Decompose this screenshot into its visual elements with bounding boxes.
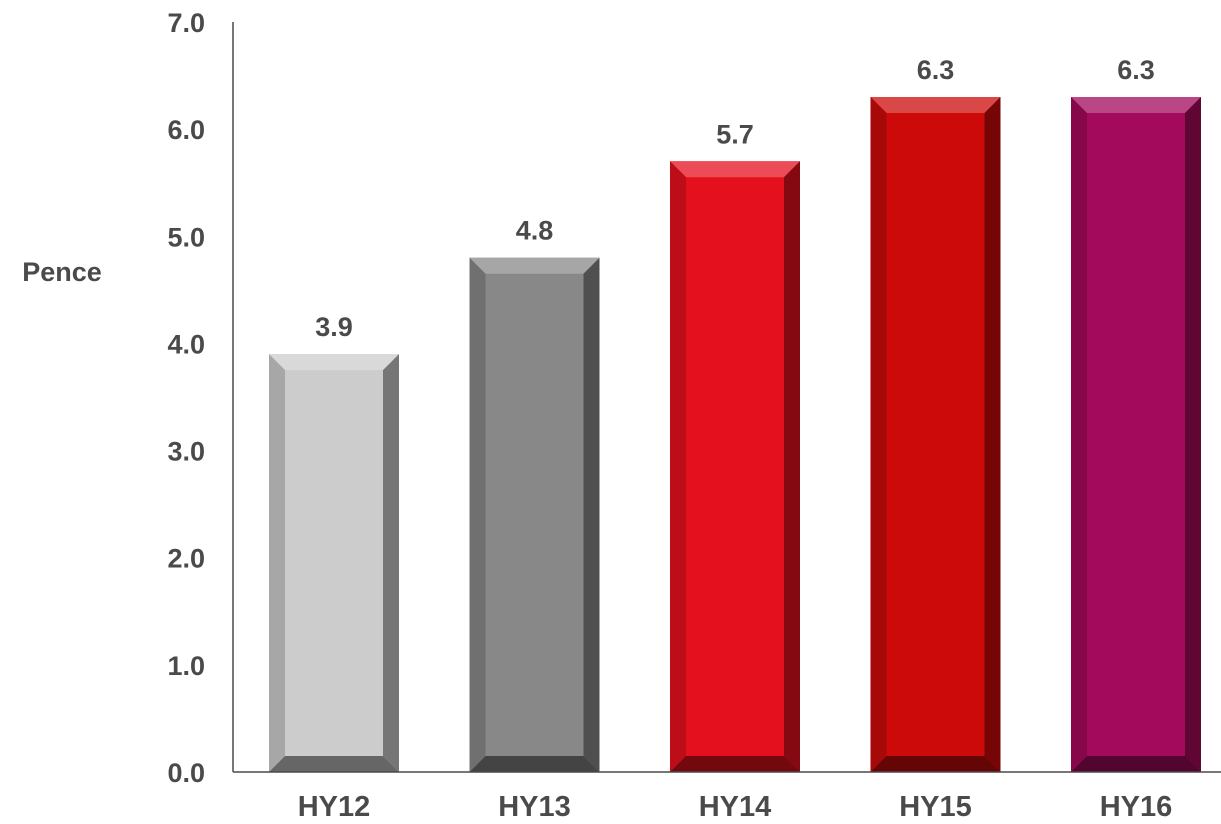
bar-bevel-bottom [670, 756, 800, 772]
bar-bevel-bottom [870, 756, 1001, 772]
bar-bevel-top [469, 257, 600, 274]
y-tick-label: 0.0 [167, 758, 205, 788]
bar-body [469, 257, 600, 772]
bar-bevel-bottom [269, 756, 399, 772]
bar [870, 97, 1001, 772]
bar-bevel-bottom [1071, 756, 1201, 772]
bar-bevel-left [670, 161, 686, 773]
data-labels: 3.9 4.8 5.7 6.3 6.3 [315, 55, 1155, 342]
bar [269, 354, 399, 772]
bar-body [670, 161, 800, 773]
bar-bevel-right [784, 161, 800, 773]
bar-bevel-left [469, 257, 486, 772]
bar-body [269, 354, 399, 772]
bar-bevel-bottom [469, 756, 600, 772]
bar-bevel-right [383, 354, 399, 772]
x-tick-label: HY14 [699, 791, 772, 823]
y-tick-label: 4.0 [167, 329, 205, 359]
bar-bevel-right [1185, 97, 1201, 772]
data-label: 3.9 [315, 312, 353, 342]
x-tick-label: HY16 [1100, 791, 1173, 823]
bar-bevel-right [583, 257, 600, 772]
bar-body [1071, 97, 1201, 772]
y-tick-label: 7.0 [167, 8, 205, 38]
data-label: 6.3 [1117, 55, 1155, 85]
bar-bevel-left [1071, 97, 1087, 772]
y-tick-label: 2.0 [167, 544, 205, 574]
bars [269, 97, 1201, 773]
x-axis-labels: HY12 HY13 HY14 HY15 HY16 [298, 791, 1173, 823]
bar-body [870, 97, 1001, 772]
bar-bevel-left [269, 354, 285, 772]
data-label: 5.7 [716, 119, 754, 149]
bar [1071, 97, 1201, 772]
data-label: 6.3 [917, 55, 955, 85]
y-axis-label: Pence [22, 257, 102, 287]
x-tick-label: HY13 [498, 791, 571, 823]
x-tick-label: HY15 [899, 791, 972, 823]
bar-bevel-left [870, 97, 887, 772]
bar-bevel-top [1071, 97, 1201, 113]
data-label: 4.8 [516, 216, 554, 246]
y-tick-label: 1.0 [167, 651, 205, 681]
y-tick-label: 5.0 [167, 222, 205, 252]
bar-bevel-top [269, 354, 399, 371]
bar [469, 257, 600, 772]
y-tick-label: 6.0 [167, 115, 205, 145]
bar [670, 161, 800, 773]
y-axis-ticks: 0.0 1.0 2.0 3.0 4.0 5.0 6.0 7.0 [167, 8, 205, 788]
x-tick-label: HY12 [298, 791, 371, 823]
bar-bevel-right [984, 97, 1001, 772]
bar-bevel-top [870, 97, 1001, 113]
bar-bevel-top [670, 161, 800, 178]
y-tick-label: 3.0 [167, 437, 205, 467]
